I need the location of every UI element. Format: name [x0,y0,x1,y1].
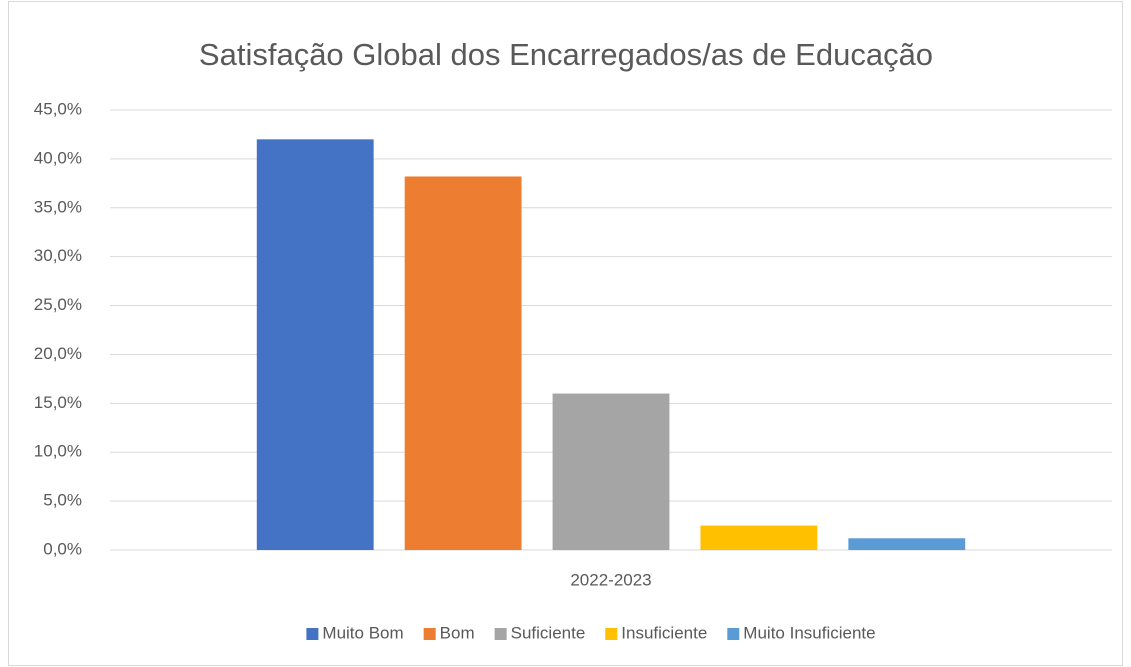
bar [552,393,670,550]
y-tick-label: 0,0% [43,539,82,558]
legend-label: Muito Insuficiente [743,623,875,642]
bar [700,525,818,550]
y-tick-label: 30,0% [34,246,82,265]
legend-swatch [494,628,507,640]
y-tick-label: 40,0% [34,148,82,167]
legend-swatch [605,628,618,640]
y-tick-label: 25,0% [34,295,82,314]
legend-swatch [727,628,740,640]
legend-label: Bom [440,623,475,642]
bar [256,139,374,551]
legend-swatch [423,628,436,640]
chart-border [8,1,1123,666]
y-tick-label: 35,0% [34,197,82,216]
bar [404,176,522,550]
y-tick-label: 10,0% [34,442,82,461]
y-tick-label: 20,0% [34,344,82,363]
legend-label: Muito Bom [322,623,403,642]
legend-swatch [306,628,319,640]
y-tick-label: 45,0% [34,99,82,118]
y-tick-label: 5,0% [43,491,82,510]
chart-title: Satisfação Global dos Encarregados/as de… [199,37,933,72]
x-tick-label: 2022-2023 [570,570,651,589]
legend-label: Suficiente [511,623,586,642]
y-tick-label: 15,0% [34,393,82,412]
legend-label: Insuficiente [621,623,707,642]
bar [848,538,966,550]
